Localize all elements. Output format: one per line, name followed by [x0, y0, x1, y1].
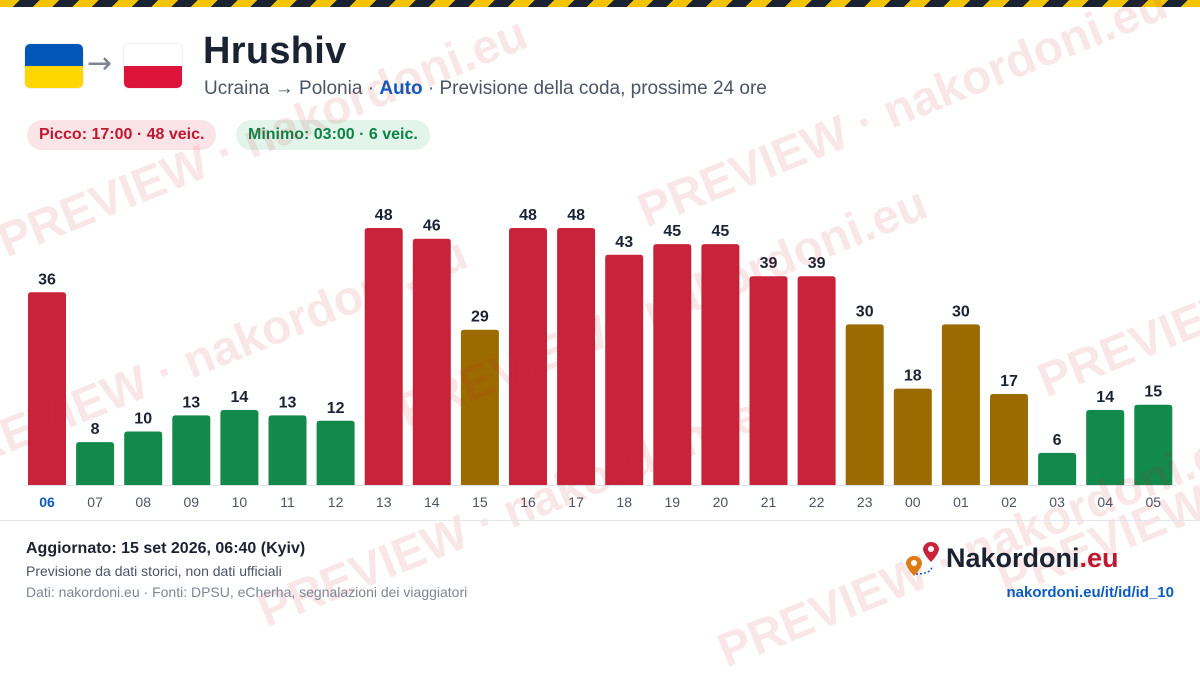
bar-04	[1086, 410, 1125, 485]
bar-06	[28, 292, 66, 485]
bar-23	[845, 324, 884, 485]
value-label: 10	[134, 410, 152, 427]
x-tick-label: 12	[328, 494, 344, 510]
value-label: 12	[327, 400, 345, 417]
map-pin-icon	[906, 542, 939, 576]
x-tick-label: 09	[184, 494, 200, 510]
peak-badge: Picco: 17:00 · 48 veic.	[27, 120, 217, 150]
x-tick-label: 22	[809, 494, 825, 510]
value-label: 13	[182, 394, 200, 411]
minimum-badge: Minimo: 03:00 · 6 veic.	[236, 120, 430, 150]
value-label: 48	[519, 207, 537, 224]
x-tick-label: 04	[1097, 494, 1113, 510]
value-label: 14	[231, 389, 249, 406]
x-tick-label: 15	[472, 494, 488, 510]
brand-logo-group[interactable]: Nakordoni .eu	[902, 538, 1119, 578]
updated-timestamp: Aggiornato: 15 set 2026, 06:40 (Kyiv)	[26, 540, 306, 557]
x-tick-label: 00	[905, 494, 921, 510]
forecast-note: Previsione da dati storici, non dati uff…	[26, 563, 282, 579]
value-label: 13	[279, 394, 297, 411]
page-subtitle: Ucraina → Polonia · Auto · Previsione de…	[204, 78, 767, 100]
hazard-stripe	[0, 0, 1200, 7]
bar-07	[76, 442, 115, 485]
bar-10	[220, 410, 259, 485]
value-label: 14	[1096, 389, 1114, 406]
forecast-description: Previsione della coda, prossime 24 ore	[439, 78, 767, 99]
mode-label: Auto	[379, 78, 423, 99]
x-tick-label: 20	[713, 494, 729, 510]
value-label: 48	[375, 207, 393, 224]
bar-21	[749, 276, 788, 485]
x-tick-label: 10	[232, 494, 248, 510]
bar-12	[316, 420, 355, 485]
x-tick-label: 02	[1001, 494, 1017, 510]
source-link[interactable]: nakordoni.eu/it/id/id_10	[1006, 584, 1174, 601]
page-title: Hrushiv	[203, 30, 347, 72]
value-label: 39	[808, 255, 826, 272]
value-label: 45	[712, 223, 730, 240]
poland-flag-icon	[124, 44, 182, 88]
data-sources: Dati: nakordoni.eu · Fonti: DPSU, eCherh…	[26, 584, 468, 600]
value-label: 8	[91, 421, 100, 438]
value-label: 30	[856, 303, 874, 320]
bar-16	[509, 228, 547, 485]
value-label: 29	[471, 309, 489, 326]
value-label: 17	[1000, 373, 1018, 390]
flag-stripe-bottom	[25, 66, 83, 88]
x-tick-label: 01	[953, 494, 969, 510]
separator: ·	[422, 78, 440, 99]
queue-forecast-chart: 36 06 8 07 10 08 13 09 14 10 13 11 12 12 48 13 46 14 29 15 4…	[24, 207, 1176, 510]
bar-14	[412, 238, 451, 485]
x-tick-label: 07	[87, 494, 103, 510]
flag-stripe-top	[25, 44, 83, 66]
x-tick-label: 18	[616, 494, 632, 510]
x-tick-label: 05	[1146, 494, 1162, 510]
x-tick-label: 17	[568, 494, 584, 510]
bar-17	[557, 228, 596, 485]
value-label: 46	[423, 218, 441, 235]
flag-stripe-bottom	[124, 66, 182, 88]
x-tick-label: 03	[1049, 494, 1065, 510]
value-label: 15	[1144, 384, 1162, 401]
bar-01	[941, 324, 980, 485]
value-label: 43	[615, 234, 633, 251]
ukraine-flag-icon	[25, 44, 83, 88]
bar-09	[172, 415, 211, 485]
bar-05	[1134, 404, 1173, 485]
bar-13	[364, 228, 403, 485]
x-tick-label: 16	[520, 494, 536, 510]
separator: ·	[362, 78, 380, 99]
bar-19	[653, 244, 692, 485]
arrow-right-icon: →	[87, 46, 113, 81]
bar-15	[460, 329, 499, 485]
x-tick-label: 23	[857, 494, 873, 510]
value-label: 48	[567, 207, 585, 224]
route-text: Ucraina → Polonia	[204, 78, 363, 99]
value-label: 6	[1053, 432, 1062, 449]
brand-tld: .eu	[1079, 542, 1119, 573]
bar-00	[893, 388, 932, 485]
bar-08	[124, 431, 163, 485]
value-label: 30	[952, 303, 970, 320]
x-tick-label: 19	[665, 494, 681, 510]
footer-divider	[0, 520, 1200, 521]
x-tick-label: 14	[424, 494, 440, 510]
x-tick-label: 08	[135, 494, 151, 510]
value-label: 45	[663, 223, 681, 240]
value-label: 36	[38, 271, 56, 288]
bar-22	[797, 276, 836, 485]
x-tick-label: 11	[280, 494, 295, 510]
x-tick-label: 06	[39, 494, 55, 510]
flag-stripe-top	[124, 44, 182, 66]
x-tick-label: 21	[761, 494, 777, 510]
value-label: 18	[904, 368, 922, 385]
x-tick-label: 13	[376, 494, 392, 510]
bar-02	[990, 393, 1028, 485]
bar-03	[1038, 452, 1077, 485]
bar-20	[701, 244, 740, 485]
bar-18	[605, 254, 644, 485]
value-label: 39	[760, 255, 778, 272]
brand-name: Nakordoni	[946, 542, 1080, 573]
bar-11	[268, 415, 307, 485]
